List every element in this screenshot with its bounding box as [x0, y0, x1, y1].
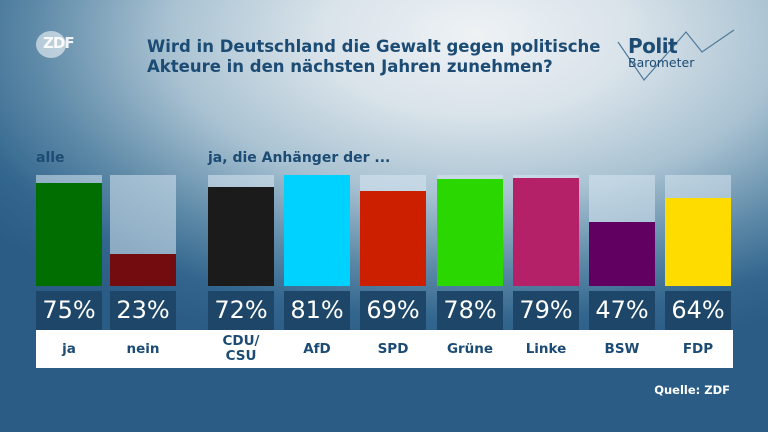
bar-ja — [36, 183, 102, 286]
value-label: 79% — [513, 291, 579, 330]
bar-bsw — [589, 221, 655, 286]
chart-title: Wird in Deutschland die Gewalt gegen pol… — [147, 37, 607, 77]
zdf-logo: ZDF — [43, 34, 75, 52]
value-label: 64% — [665, 291, 731, 330]
zdf-logo-circle — [36, 31, 66, 58]
category-label: FDP — [682, 340, 714, 357]
bar-track — [110, 175, 176, 286]
value-label: 75% — [36, 291, 102, 330]
bar-cducsu — [208, 187, 274, 286]
title-line-2: Akteure in den nächsten Jahren zunehmen? — [147, 57, 553, 76]
source-label: Quelle: ZDF — [654, 383, 730, 397]
value-label: 78% — [437, 291, 503, 330]
value-label: 81% — [284, 291, 350, 330]
bar-nein — [110, 254, 176, 286]
bar-track — [665, 175, 731, 286]
politbarometer-logo-polit: Polit — [628, 34, 678, 58]
value-label: 23% — [110, 291, 176, 330]
bar-track — [513, 175, 579, 286]
bar-track — [360, 175, 426, 286]
category-label: ja — [62, 340, 76, 357]
category-label: Grüne — [446, 340, 494, 357]
value-label: 72% — [208, 291, 274, 330]
politbarometer-logo-barometer: Barometer — [628, 55, 695, 70]
category-label: Linke — [525, 340, 567, 357]
category-label-strip — [36, 330, 733, 368]
bar-track — [589, 175, 655, 286]
bar-track — [208, 175, 274, 286]
bar-track — [437, 175, 503, 286]
bar-grüne — [437, 179, 503, 286]
bar-track — [284, 175, 350, 286]
category-label: SPD — [377, 340, 409, 357]
category-label: CDU/CSU — [222, 333, 260, 364]
category-label: BSW — [604, 340, 640, 357]
category-label: AfD — [303, 340, 331, 357]
group-label-supporters: ja, die Anhänger der ... — [208, 150, 391, 166]
category-label: nein — [126, 340, 160, 357]
bar-track — [36, 175, 102, 286]
value-label: 47% — [589, 291, 655, 330]
bar-fdp — [665, 198, 731, 286]
politbarometer-logo-zigzag — [617, 29, 735, 81]
bar-spd — [360, 191, 426, 286]
group-label-all: alle — [36, 150, 65, 166]
bar-linke — [513, 177, 579, 286]
value-label: 69% — [360, 291, 426, 330]
title-line-1: Wird in Deutschland die Gewalt gegen pol… — [147, 37, 601, 56]
bar-afd — [284, 175, 350, 286]
